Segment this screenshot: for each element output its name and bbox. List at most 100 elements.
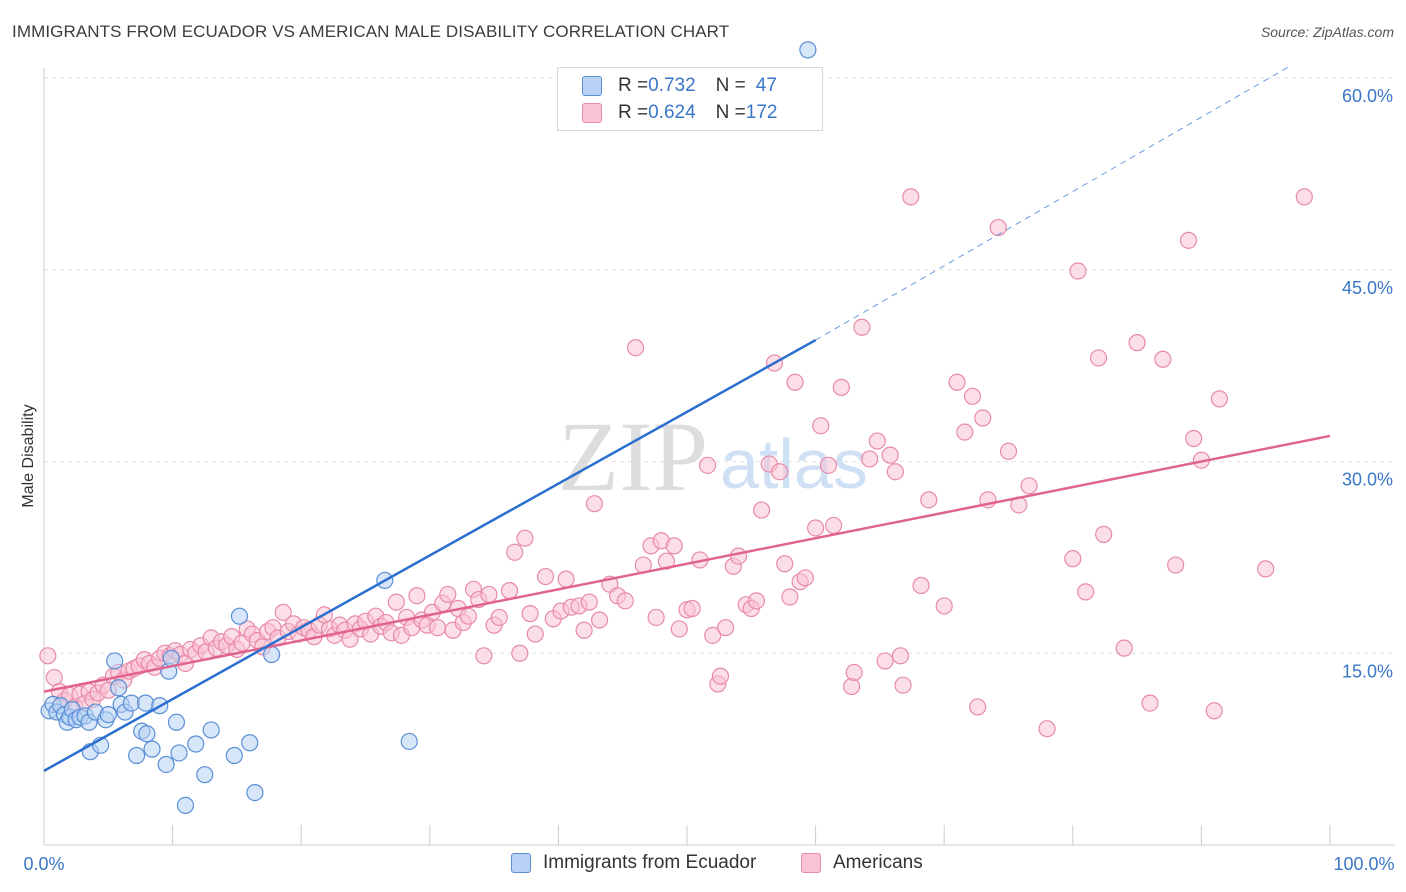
data-point-americans [1077,583,1095,601]
data-point-americans [39,647,57,665]
data-point-americans [999,442,1018,460]
y-tick-label: 30.0% [1342,470,1393,490]
data-point-americans [590,611,609,629]
data-point-americans [526,625,544,643]
data-point-americans [647,608,665,627]
x-tick-label: 100.0% [1333,854,1394,874]
data-point-americans [459,607,477,625]
legend-row-ecuador: R = 0.732 N = 47 [582,73,777,99]
data-point-americans [920,491,938,509]
data-point-ecuador [230,607,249,625]
data-point-americans [948,373,966,391]
data-point-americans [711,667,730,685]
data-point-americans [1179,231,1198,249]
data-point-americans [912,576,930,595]
data-point-americans [439,585,457,604]
data-point-ecuador [799,41,817,59]
data-point-ecuador [127,746,146,765]
data-point-americans [886,463,904,481]
legend-r-label: R = [618,75,649,96]
legend-n-label: N = [715,102,746,123]
legend-item-ecuador[interactable]: Immigrants from Ecuador [511,852,756,874]
data-point-ecuador [136,694,155,712]
legend-n-value-americans: 172 [745,102,778,123]
data-point-americans [891,647,910,665]
data-point-americans [876,652,894,670]
data-point-americans [1167,556,1185,574]
data-point-americans [935,597,953,615]
data-point-ecuador [225,746,243,765]
data-point-americans [1128,334,1146,352]
data-point-ecuador [187,735,205,753]
data-point-americans [843,677,861,696]
data-point-americans [729,547,748,565]
data-point-americans [894,676,912,694]
data-point-americans [832,378,850,396]
legend-swatch-americans [582,103,602,123]
data-point-ecuador [138,725,156,743]
data-point-ecuador [202,721,220,739]
y-tick-label: 15.0% [1342,661,1393,681]
data-point-americans [511,644,529,662]
data-point-ecuador [176,796,195,814]
data-point-americans [521,605,539,623]
data-point-americans [747,592,766,610]
data-point-americans [853,318,871,336]
data-point-americans [1210,390,1229,408]
data-point-ecuador [196,766,214,784]
data-point-americans [475,647,493,665]
data-point-americans [1205,702,1223,720]
data-point-americans [670,620,688,638]
data-point-ecuador [109,679,128,697]
data-point-americans [825,516,843,535]
data-point-americans [881,446,899,464]
y-tick-label: 45.0% [1342,278,1393,298]
data-point-americans [704,626,722,644]
source-label: Source: ZipAtlas.com [1260,24,1394,40]
data-point-americans [868,432,886,450]
legend-item-americans[interactable]: Americans [801,852,923,874]
data-point-americans [806,519,825,537]
gridlines [44,77,1395,654]
trend-line-americans [43,434,1331,693]
data-point-ecuador [99,706,117,724]
data-point-americans [974,409,992,427]
trend-line-ecuador [43,338,817,772]
legend-n-value-ecuador: 47 [755,75,777,96]
data-point-americans [683,599,701,618]
data-point-americans [1038,720,1056,738]
data-point-americans [506,543,524,561]
watermark-atlas: atlas [720,425,868,503]
data-point-americans [408,587,426,605]
data-point-ecuador [263,645,281,664]
data-point-americans [387,593,405,611]
data-point-americans [1095,525,1113,543]
watermark: ZIP atlas [558,401,868,512]
y-tick-label: 60.0% [1342,86,1393,106]
data-point-americans [812,417,830,435]
data-point-ecuador [143,740,161,758]
data-point-ecuador [157,755,175,774]
data-point-americans [781,588,799,606]
data-point-ecuador [400,732,418,751]
x-tick-label: 0.0% [23,854,64,874]
data-point-americans [752,501,771,519]
y-tick-labels: 15.0% 30.0% 45.0% 60.0% [1342,86,1393,681]
data-point-americans [490,608,508,627]
trend-line-ecuador-extension [815,64,1292,341]
data-point-americans [1141,694,1159,712]
data-point-americans [626,339,645,357]
legend-label-ecuador: Immigrants from Ecuador [543,852,757,873]
data-point-americans [657,552,676,570]
legend-swatch-ecuador [511,853,531,873]
data-point-americans [500,582,519,600]
legend-row-americans: R = 0.624 N = 172 [582,100,777,126]
legend-label-americans: Americans [833,852,923,873]
x-tick-labels: 0.0% 100.0% [23,854,1394,874]
data-point-americans [796,569,814,587]
data-point-americans [575,621,593,639]
data-point-americans [956,423,974,441]
series-legend: Immigrants from Ecuador Americans [0,852,1406,878]
legend-r-value-americans: 0.624 [648,102,696,123]
data-point-americans [1257,560,1275,578]
